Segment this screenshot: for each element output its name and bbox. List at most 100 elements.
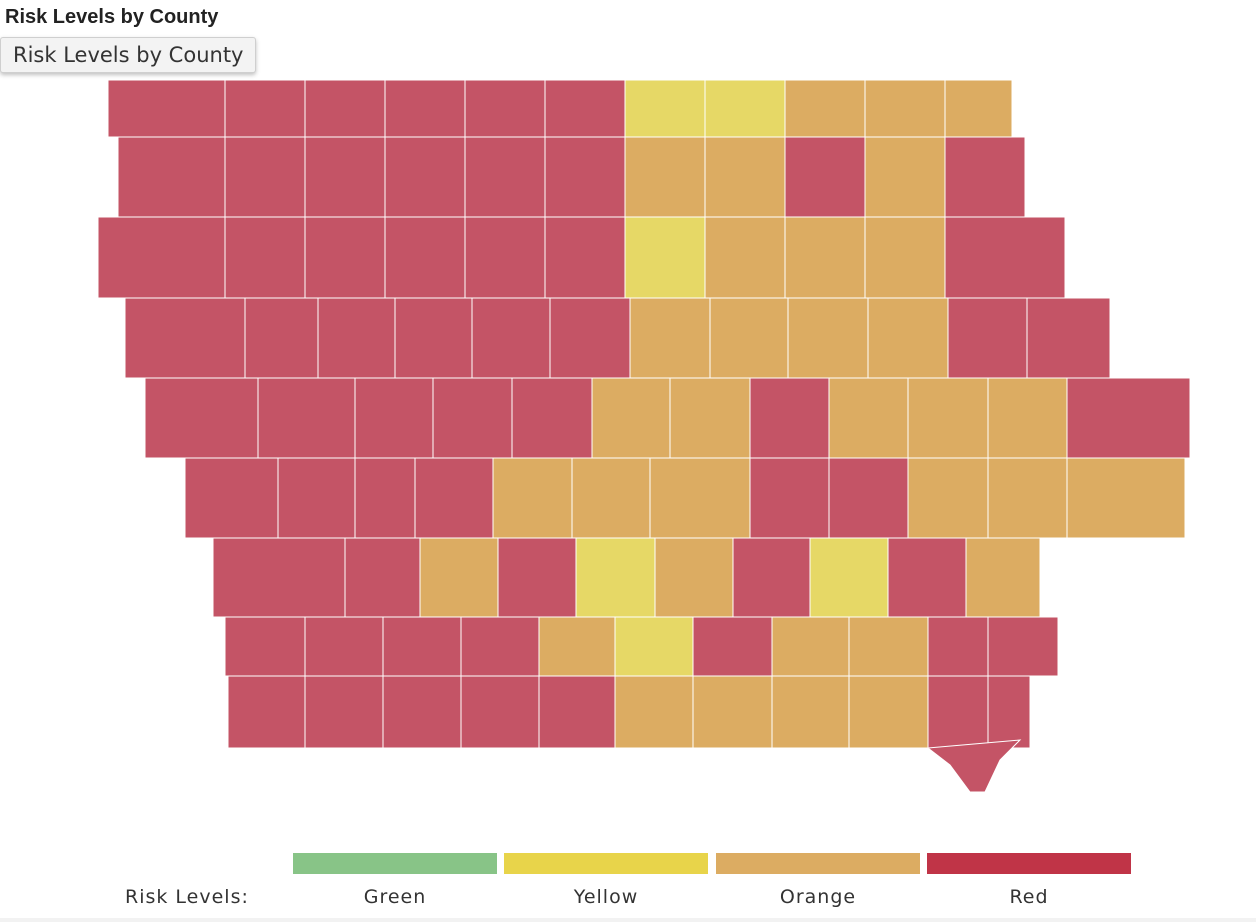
- county-red[interactable]: [394, 297, 473, 379]
- county-orange[interactable]: [907, 377, 989, 459]
- county-red[interactable]: [227, 675, 306, 749]
- county-orange[interactable]: [864, 79, 946, 138]
- county-red[interactable]: [257, 377, 356, 459]
- county-orange[interactable]: [848, 616, 929, 677]
- county-red[interactable]: [304, 616, 384, 677]
- county-red[interactable]: [382, 675, 462, 749]
- county-red[interactable]: [304, 136, 386, 218]
- county-red[interactable]: [184, 457, 279, 539]
- county-red[interactable]: [1066, 377, 1191, 459]
- county-orange[interactable]: [629, 297, 711, 379]
- county-yellow[interactable]: [624, 216, 706, 299]
- county-orange[interactable]: [848, 675, 929, 749]
- county-orange[interactable]: [784, 216, 866, 299]
- county-yellow[interactable]: [704, 79, 786, 138]
- county-yellow[interactable]: [624, 79, 706, 138]
- county-red[interactable]: [732, 537, 811, 618]
- county-orange[interactable]: [965, 537, 1041, 618]
- county-orange[interactable]: [864, 136, 946, 218]
- county-orange[interactable]: [987, 377, 1068, 459]
- county-orange[interactable]: [987, 457, 1068, 539]
- county-red[interactable]: [304, 675, 384, 749]
- county-red[interactable]: [538, 675, 616, 749]
- county-red[interactable]: [749, 457, 830, 539]
- county-orange[interactable]: [591, 377, 671, 459]
- county-orange[interactable]: [654, 537, 734, 618]
- county-orange[interactable]: [704, 216, 786, 299]
- county-red[interactable]: [464, 216, 546, 299]
- county-red[interactable]: [464, 79, 546, 138]
- county-red[interactable]: [544, 136, 626, 218]
- county-red[interactable]: [124, 297, 246, 379]
- county-red[interactable]: [304, 79, 386, 138]
- county-red[interactable]: [354, 457, 416, 539]
- county-red[interactable]: [947, 297, 1028, 379]
- county-orange[interactable]: [944, 79, 1013, 138]
- county-orange[interactable]: [492, 457, 573, 539]
- county-red[interactable]: [497, 537, 577, 618]
- county-orange[interactable]: [419, 537, 499, 618]
- county-red[interactable]: [1026, 297, 1111, 379]
- county-orange[interactable]: [787, 297, 869, 379]
- county-red[interactable]: [784, 136, 866, 218]
- county-orange[interactable]: [864, 216, 946, 299]
- county-red[interactable]: [344, 537, 421, 618]
- county-orange[interactable]: [624, 136, 706, 218]
- county-red[interactable]: [384, 136, 466, 218]
- county-red[interactable]: [384, 216, 466, 299]
- county-red[interactable]: [987, 616, 1059, 677]
- county-red[interactable]: [432, 377, 513, 459]
- county-yellow[interactable]: [614, 616, 694, 677]
- county-red[interactable]: [511, 377, 593, 459]
- county-red[interactable]: [97, 216, 226, 299]
- county-red[interactable]: [384, 79, 466, 138]
- county-red[interactable]: [460, 616, 540, 677]
- county-red[interactable]: [692, 616, 773, 677]
- county-red[interactable]: [544, 216, 626, 299]
- county-red[interactable]: [987, 675, 1031, 749]
- county-red[interactable]: [887, 537, 967, 618]
- county-red[interactable]: [828, 457, 909, 539]
- county-red[interactable]: [224, 616, 306, 677]
- county-red[interactable]: [277, 457, 356, 539]
- county-red[interactable]: [244, 297, 319, 379]
- county-orange[interactable]: [771, 616, 850, 677]
- county-red[interactable]: [471, 297, 551, 379]
- county-orange[interactable]: [907, 457, 989, 539]
- county-yellow[interactable]: [809, 537, 889, 618]
- county-orange[interactable]: [784, 79, 866, 138]
- county-orange[interactable]: [709, 297, 789, 379]
- county-red[interactable]: [464, 136, 546, 218]
- county-orange[interactable]: [828, 377, 909, 459]
- county-red[interactable]: [414, 457, 494, 539]
- county-red[interactable]: [944, 216, 1066, 299]
- county-orange[interactable]: [571, 457, 651, 539]
- county-orange[interactable]: [704, 136, 786, 218]
- county-red[interactable]: [926, 739, 1022, 793]
- county-red[interactable]: [927, 675, 989, 749]
- county-orange[interactable]: [649, 457, 751, 539]
- county-red[interactable]: [224, 79, 306, 138]
- county-red[interactable]: [544, 79, 626, 138]
- county-red[interactable]: [117, 136, 226, 218]
- county-orange[interactable]: [771, 675, 850, 749]
- county-red[interactable]: [549, 297, 631, 379]
- county-red[interactable]: [224, 216, 306, 299]
- county-red[interactable]: [944, 136, 1026, 218]
- county-red[interactable]: [212, 537, 346, 618]
- county-red[interactable]: [304, 216, 386, 299]
- county-red[interactable]: [382, 616, 462, 677]
- county-red[interactable]: [107, 79, 226, 138]
- county-yellow[interactable]: [575, 537, 656, 618]
- county-orange[interactable]: [614, 675, 694, 749]
- county-red[interactable]: [317, 297, 396, 379]
- county-orange[interactable]: [692, 675, 773, 749]
- county-orange[interactable]: [867, 297, 949, 379]
- county-red[interactable]: [927, 616, 989, 677]
- county-orange[interactable]: [538, 616, 616, 677]
- county-red[interactable]: [460, 675, 540, 749]
- county-red[interactable]: [144, 377, 259, 459]
- county-orange[interactable]: [669, 377, 751, 459]
- county-red[interactable]: [354, 377, 434, 459]
- county-red[interactable]: [224, 136, 306, 218]
